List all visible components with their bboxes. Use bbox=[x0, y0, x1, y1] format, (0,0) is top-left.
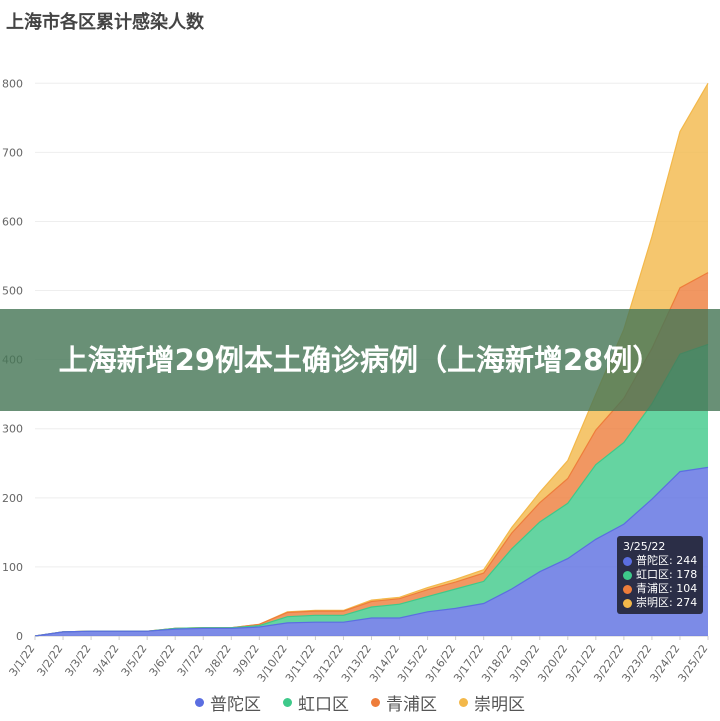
y-tick-label: 500 bbox=[2, 285, 23, 298]
series-area bbox=[35, 83, 708, 637]
news-headline-banner[interactable]: 上海新增29例本土确诊病例（上海新增28例） bbox=[0, 309, 720, 411]
y-tick-label: 100 bbox=[2, 561, 23, 574]
series-area bbox=[35, 344, 708, 636]
x-tick-label: 3/8/22 bbox=[203, 642, 234, 678]
series-color-dot bbox=[623, 598, 632, 608]
chart-title: 上海市各区累计感染人数 bbox=[6, 12, 204, 33]
legend-label: 普陀区 bbox=[210, 695, 261, 715]
x-tick-label: 3/6/22 bbox=[147, 642, 178, 678]
x-tick-label: 3/4/22 bbox=[91, 642, 122, 678]
x-tick-label: 3/7/22 bbox=[175, 642, 206, 678]
chart-legend: 普陀区 虹口区 青浦区 崇明区 bbox=[0, 690, 720, 715]
series-color-dot bbox=[623, 584, 632, 594]
legend-dot bbox=[195, 698, 204, 707]
x-tick-label: 3/2/22 bbox=[35, 642, 66, 678]
y-tick-label: 700 bbox=[2, 146, 23, 159]
y-tick-label: 600 bbox=[2, 215, 23, 228]
series-color-dot bbox=[623, 556, 632, 566]
legend-label: 青浦区 bbox=[386, 695, 437, 715]
tooltip-row-label: 普陀区: 244 bbox=[636, 554, 698, 567]
legend-dot bbox=[459, 698, 468, 707]
tooltip-row: 普陀区: 244 bbox=[623, 554, 697, 568]
series-line bbox=[34, 466, 709, 637]
tooltip-date: 3/25/22 bbox=[623, 540, 666, 553]
legend-label: 崇明区 bbox=[474, 695, 525, 715]
tooltip-row: 青浦区: 104 bbox=[623, 582, 697, 596]
legend-item-qingpu[interactable]: 青浦区 bbox=[371, 690, 437, 715]
legend-dot bbox=[371, 698, 380, 707]
tooltip-row-label: 青浦区: 104 bbox=[636, 582, 698, 595]
x-tick-label: 3/3/22 bbox=[63, 642, 94, 678]
legend-item-chongming[interactable]: 崇明区 bbox=[459, 690, 525, 715]
series-color-dot bbox=[623, 570, 632, 580]
series-area bbox=[35, 467, 708, 636]
legend-item-hongkou[interactable]: 虹口区 bbox=[283, 690, 349, 715]
headline-text: 上海新增29例本土确诊病例（上海新增28例） bbox=[58, 343, 662, 377]
y-tick-label: 300 bbox=[2, 423, 23, 436]
y-tick-label: 0 bbox=[16, 630, 23, 643]
legend-label: 虹口区 bbox=[298, 695, 349, 715]
tooltip-row: 崇明区: 274 bbox=[623, 596, 697, 610]
chart-tooltip: 3/25/22 普陀区: 244 虹口区: 178 青浦区: 104 崇明区: … bbox=[617, 536, 704, 614]
y-tick-label: 800 bbox=[2, 77, 23, 90]
legend-item-putuo[interactable]: 普陀区 bbox=[195, 690, 261, 715]
y-tick-label: 200 bbox=[2, 492, 23, 505]
x-tick-label: 3/5/22 bbox=[119, 642, 150, 678]
tooltip-row-label: 虹口区: 178 bbox=[636, 568, 698, 581]
tooltip-row-label: 崇明区: 274 bbox=[636, 596, 698, 609]
x-tick-label: 3/1/22 bbox=[7, 642, 38, 678]
legend-dot bbox=[283, 698, 292, 707]
x-tick-labels: 3/1/223/2/223/3/223/4/223/5/223/6/223/7/… bbox=[7, 636, 710, 684]
tooltip-row: 虹口区: 178 bbox=[623, 568, 697, 582]
